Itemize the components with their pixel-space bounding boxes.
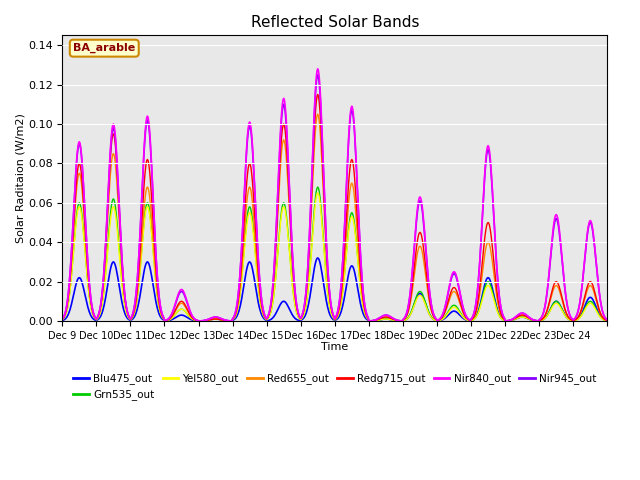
- Text: BA_arable: BA_arable: [73, 43, 136, 53]
- Legend: Blu475_out, Grn535_out, Yel580_out, Red655_out, Redg715_out, Nir840_out, Nir945_: Blu475_out, Grn535_out, Yel580_out, Red6…: [69, 369, 600, 405]
- X-axis label: Time: Time: [321, 342, 348, 352]
- Title: Reflected Solar Bands: Reflected Solar Bands: [250, 15, 419, 30]
- Y-axis label: Solar Raditaion (W/m2): Solar Raditaion (W/m2): [15, 113, 25, 243]
